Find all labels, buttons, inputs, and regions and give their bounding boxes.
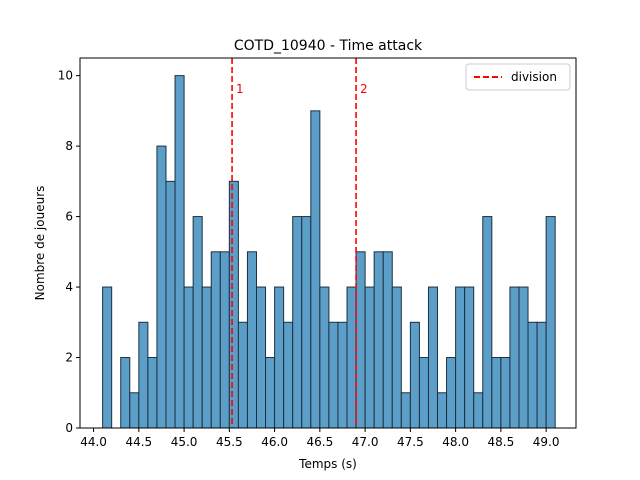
y-tick-label: 10 <box>58 69 73 83</box>
histogram-bar <box>283 321 294 429</box>
histogram-bar <box>473 392 484 429</box>
histogram-bar <box>210 251 221 429</box>
histogram-bar <box>346 286 357 429</box>
x-tick-label: 45.5 <box>216 435 243 449</box>
legend-division-label: division <box>511 70 557 84</box>
histogram-bar <box>301 216 312 429</box>
y-tick-label: 0 <box>65 421 73 435</box>
x-axis-label: Temps (s) <box>298 457 357 471</box>
histogram-bar <box>102 286 113 429</box>
x-tick-label: 44.5 <box>125 435 152 449</box>
histogram-bar <box>446 357 457 429</box>
histogram-bar <box>464 286 475 429</box>
histogram-bar <box>246 251 257 429</box>
histogram-bar <box>545 216 556 429</box>
division-label-1: 1 <box>236 82 244 96</box>
histogram-bar <box>509 286 520 429</box>
histogram-bar <box>418 357 429 429</box>
histogram-bar <box>219 251 230 429</box>
histogram-bar <box>491 357 502 429</box>
histogram-bar <box>174 75 185 429</box>
histogram-bar <box>183 286 194 429</box>
histogram-bar <box>319 286 330 429</box>
x-tick-label: 48.5 <box>488 435 515 449</box>
y-axis-ticks: 0 2 4 6 8 10 <box>58 69 80 435</box>
histogram-bar <box>364 286 375 429</box>
x-tick-label: 47.0 <box>352 435 379 449</box>
histogram-bar <box>192 216 203 429</box>
histogram-bar <box>500 357 511 429</box>
y-tick-label: 6 <box>65 210 73 224</box>
y-axis-label: Nombre de joueurs <box>33 186 47 301</box>
x-tick-label: 47.5 <box>397 435 424 449</box>
histogram-bar <box>328 321 339 429</box>
legend: division <box>465 63 571 91</box>
y-tick-label: 8 <box>65 139 73 153</box>
histogram-bar <box>427 286 439 429</box>
histogram-bar <box>536 321 547 429</box>
histogram-bar <box>400 392 411 429</box>
histogram-bar <box>527 321 538 429</box>
bars-group <box>102 75 556 429</box>
histogram-bar <box>255 286 267 429</box>
histogram-bar <box>310 110 321 429</box>
legend-box <box>465 63 571 91</box>
x-axis-ticks: 44.0 44.5 45.0 45.5 46.0 46.5 47.0 47.5 48.0 48.5… <box>80 428 559 449</box>
histogram-bar <box>292 216 303 429</box>
histogram-bar <box>482 216 493 429</box>
x-tick-label: 49.0 <box>533 435 560 449</box>
histogram-bar <box>382 251 393 429</box>
x-tick-label: 45.0 <box>171 435 198 449</box>
histogram-bar <box>147 357 158 429</box>
histogram-bar <box>201 286 212 429</box>
histogram-bar <box>337 321 348 429</box>
histogram-bar <box>120 357 131 429</box>
histogram-bar <box>265 357 276 429</box>
histogram-bar <box>455 286 466 429</box>
histogram-bar <box>165 180 176 429</box>
x-tick-label: 46.5 <box>306 435 333 449</box>
y-tick-label: 4 <box>65 280 73 294</box>
x-tick-label: 46.0 <box>261 435 288 449</box>
histogram-bar <box>409 321 420 429</box>
histogram-bar <box>156 145 167 429</box>
histogram-bar <box>228 180 239 429</box>
histogram-bar <box>437 392 448 429</box>
histogram-bar <box>391 286 402 429</box>
histogram-bar <box>355 251 366 429</box>
histogram-bar <box>274 286 285 429</box>
histogram-bar <box>129 392 140 429</box>
histogram-bar <box>138 321 149 429</box>
chart-title: COTD_10940 - Time attack <box>234 38 423 54</box>
plot-frame <box>79 57 577 429</box>
x-tick-label: 48.0 <box>442 435 469 449</box>
x-tick-label: 44.0 <box>80 435 107 449</box>
histogram-bar <box>518 286 529 429</box>
division-label-2: 2 <box>360 82 368 96</box>
y-tick-label: 2 <box>65 351 73 365</box>
histogram-bar <box>373 251 384 429</box>
histogram-bar <box>237 321 248 429</box>
